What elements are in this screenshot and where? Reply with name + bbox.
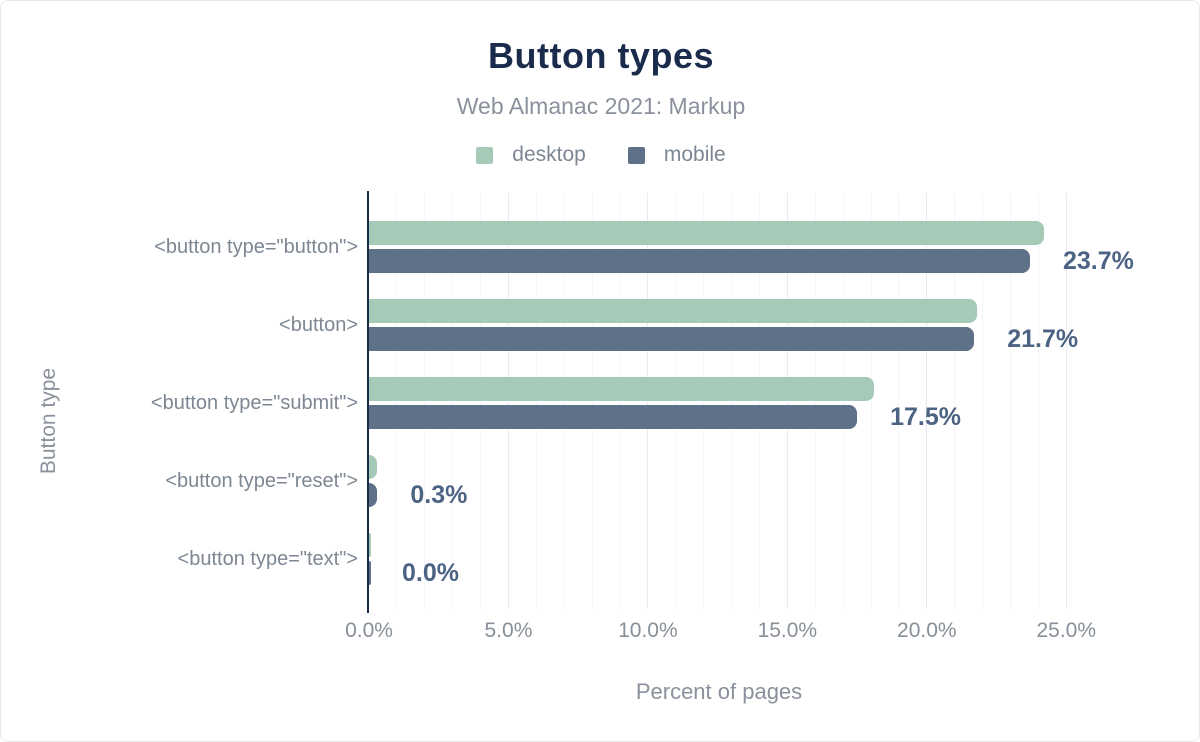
- category-label: <button type="submit">: [150, 392, 358, 414]
- gridline: [591, 193, 593, 609]
- bar-desktop-0: [369, 221, 1044, 245]
- bar-mobile-2: [369, 405, 858, 429]
- bar-desktop-4: [369, 533, 371, 557]
- bar-mobile-1: [369, 327, 975, 351]
- value-label: 0.3%: [410, 481, 468, 509]
- gridline: [1065, 193, 1067, 609]
- bar-mobile-3: [369, 483, 378, 507]
- bar-desktop-3: [369, 455, 378, 479]
- gridline: [842, 193, 844, 609]
- gridline: [786, 193, 788, 609]
- gridline: [507, 193, 509, 609]
- y-axis-line: [367, 191, 369, 613]
- legend-item-desktop[interactable]: desktop: [476, 143, 586, 167]
- x-tick-label: 25.0%: [1036, 619, 1097, 642]
- legend-label-desktop: desktop: [512, 143, 586, 166]
- x-tick-label: 5.0%: [484, 619, 533, 642]
- gridline: [731, 193, 733, 609]
- gridline: [758, 193, 760, 609]
- gridline: [396, 193, 398, 609]
- legend: desktop mobile: [1, 143, 1199, 167]
- y-axis-title: Button type: [37, 367, 60, 475]
- gridline: [870, 193, 872, 609]
- gridline: [563, 193, 565, 609]
- bar-mobile-0: [369, 249, 1030, 273]
- gridline: [898, 193, 900, 609]
- mobile-swatch-icon: [627, 146, 645, 164]
- category-label: <button type="button">: [154, 236, 358, 258]
- gridline: [982, 193, 984, 609]
- category-label: <button type="text">: [177, 548, 358, 570]
- gridline: [703, 193, 705, 609]
- category-label: <button>: [279, 314, 358, 336]
- legend-label-mobile: mobile: [663, 143, 726, 166]
- x-tick-label: 20.0%: [897, 619, 957, 642]
- category-label: <button type="reset">: [165, 470, 358, 492]
- x-tick-label: 10.0%: [618, 619, 678, 642]
- gridline: [480, 193, 482, 609]
- value-label: 0.0%: [402, 559, 459, 587]
- x-axis-title: Percent of pages: [635, 679, 803, 704]
- chart-subtitle: Web Almanac 2021: Markup: [456, 93, 746, 119]
- gridline: [647, 193, 649, 609]
- bar-mobile-4: [369, 561, 371, 585]
- chart-title: Button types: [488, 35, 714, 76]
- gridline: [1037, 193, 1039, 609]
- gridline: [452, 193, 454, 609]
- gridline: [535, 193, 537, 609]
- gridline: [954, 193, 956, 609]
- gridline: [814, 193, 816, 609]
- x-tick-label: 0.0%: [345, 619, 393, 642]
- bar-desktop-2: [369, 377, 874, 401]
- value-label: 23.7%: [1062, 247, 1134, 275]
- gridline: [675, 193, 677, 609]
- gridline: [1009, 193, 1011, 609]
- gridline: [619, 193, 621, 609]
- gridline: [424, 193, 426, 609]
- plot-area: <button type="button"> 23.7% <button> 21.7%…: [151, 191, 1136, 642]
- legend-item-mobile[interactable]: mobile: [627, 143, 726, 167]
- value-label: 21.7%: [1007, 325, 1079, 353]
- value-label: 17.5%: [890, 403, 961, 431]
- gridline: [926, 193, 928, 609]
- desktop-swatch-icon: [476, 146, 494, 164]
- bar-desktop-1: [369, 299, 977, 323]
- x-tick-label: 15.0%: [757, 619, 818, 642]
